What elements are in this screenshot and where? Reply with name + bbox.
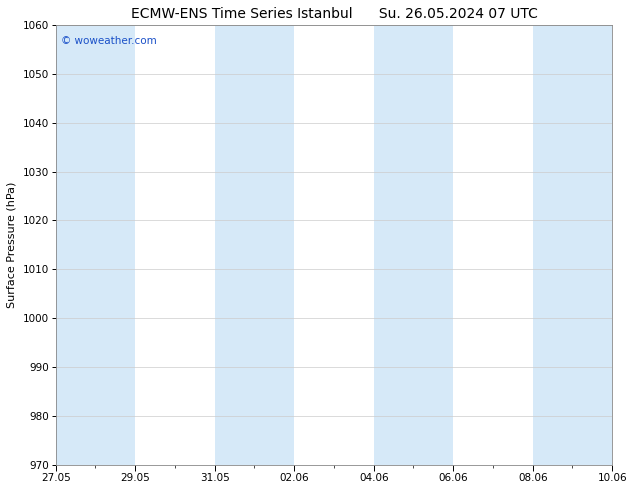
Y-axis label: Surface Pressure (hPa): Surface Pressure (hPa) bbox=[7, 182, 17, 308]
Bar bbox=[56, 25, 135, 465]
Text: © woweather.com: © woweather.com bbox=[61, 36, 157, 46]
Bar bbox=[373, 25, 453, 465]
Bar bbox=[533, 25, 612, 465]
Title: ECMW-ENS Time Series Istanbul      Su. 26.05.2024 07 UTC: ECMW-ENS Time Series Istanbul Su. 26.05.… bbox=[131, 7, 538, 21]
Bar bbox=[215, 25, 294, 465]
